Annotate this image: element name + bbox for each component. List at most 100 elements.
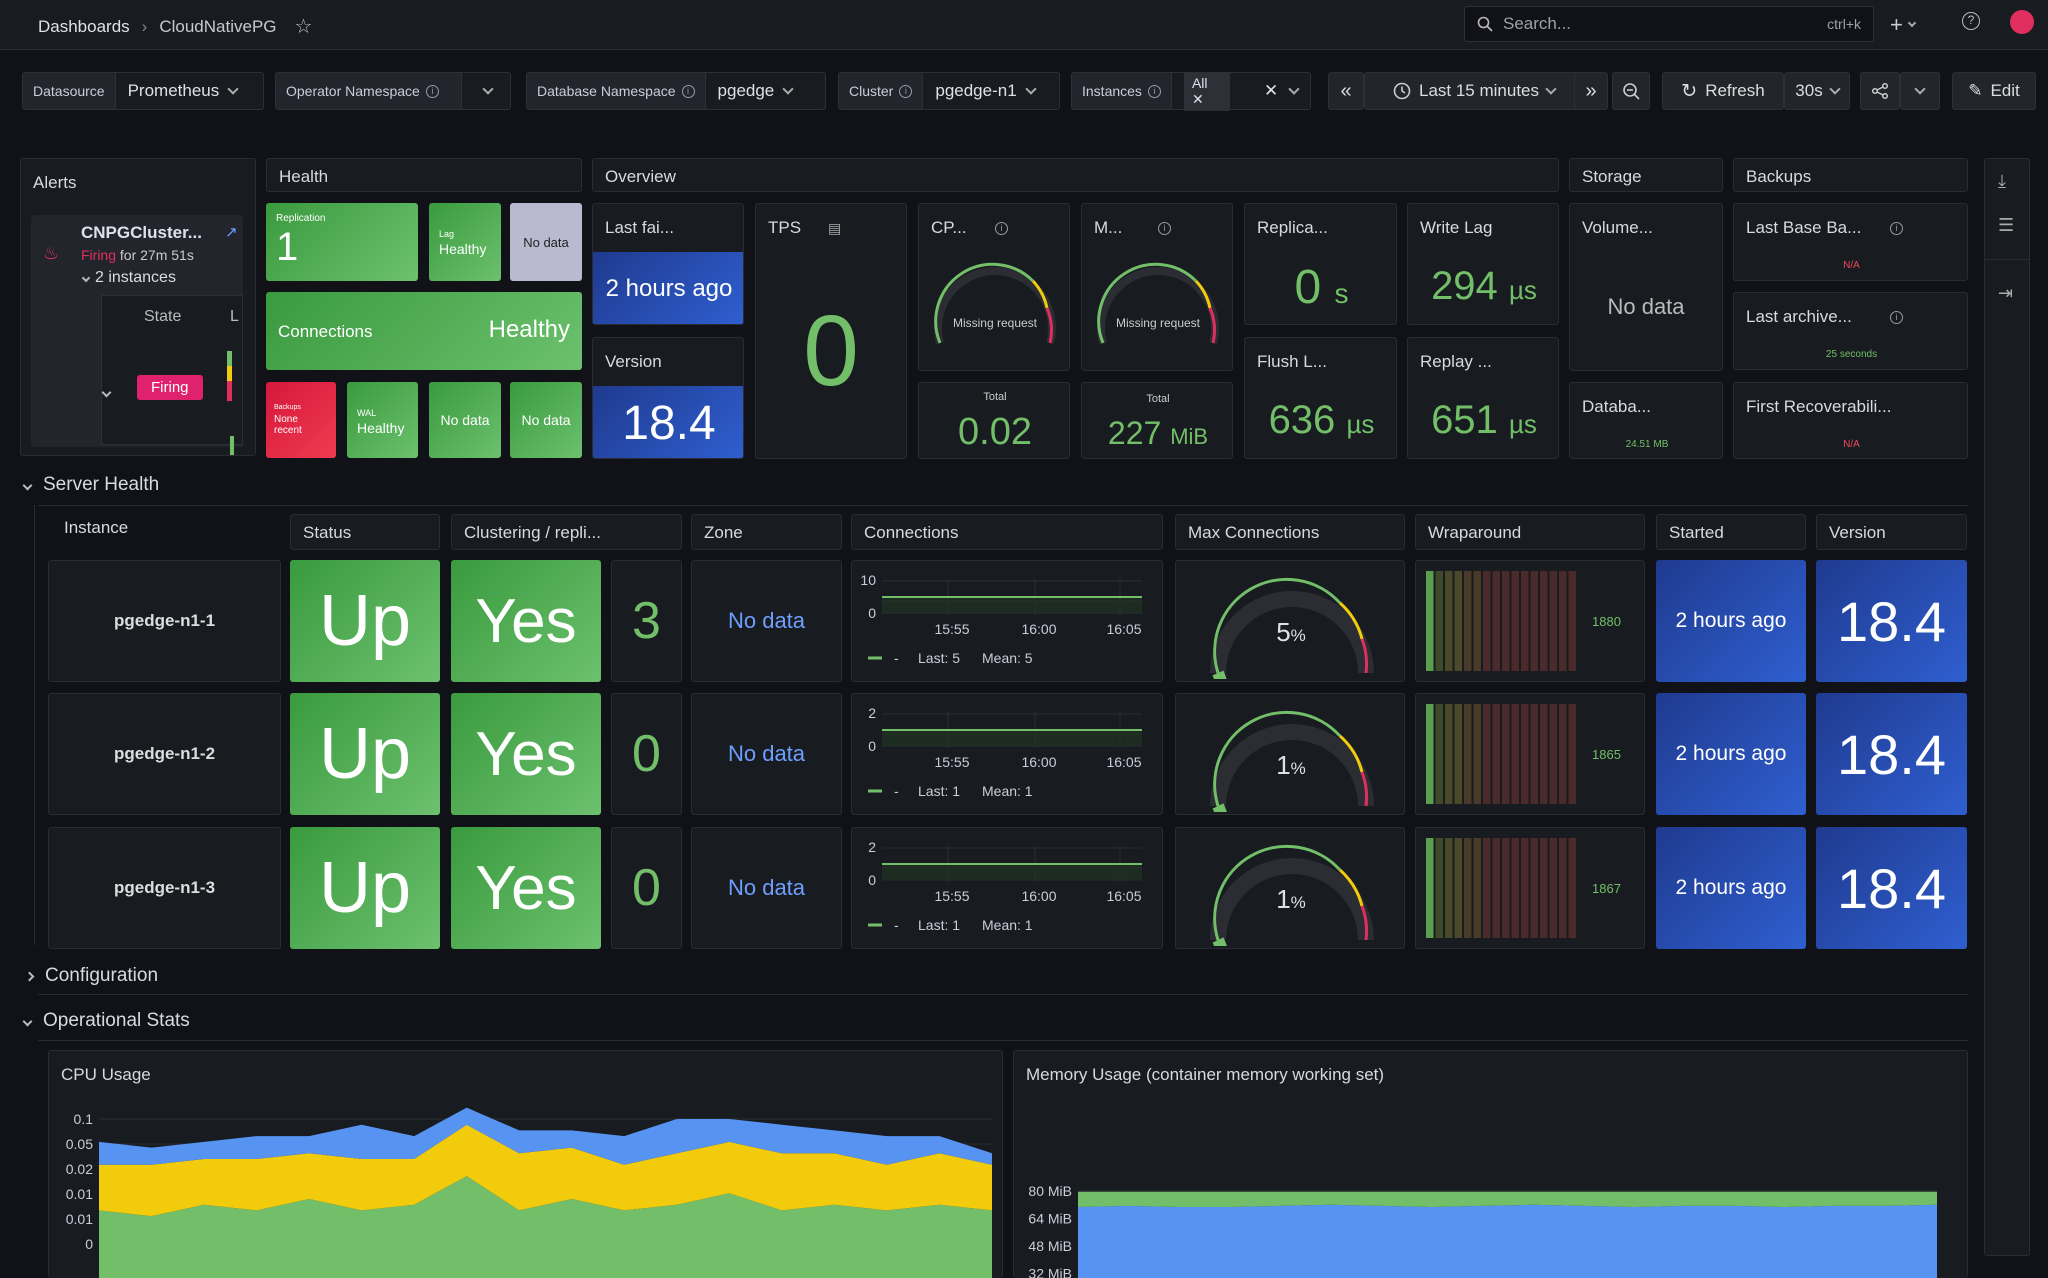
star-icon[interactable]: ☆ — [294, 16, 313, 38]
zoom-out-button[interactable] — [1612, 72, 1650, 110]
col-started: Started — [1656, 514, 1806, 550]
wraparound-bar — [1445, 571, 1453, 671]
instance-cell: pgedge-n1-2 — [48, 693, 281, 815]
info-icon[interactable]: i — [425, 84, 439, 98]
status-cell: Up — [290, 693, 440, 815]
share-menu-button[interactable] — [1900, 72, 1940, 110]
wraparound-bar — [1492, 704, 1500, 804]
last-base-backup-value: N/A — [1843, 260, 1860, 271]
breadcrumb-dashboards[interactable]: Dashboards — [38, 16, 130, 36]
wraparound-bar — [1464, 838, 1472, 938]
flush-lag-unit: µs — [1346, 409, 1375, 439]
write-lag-unit: µs — [1508, 275, 1537, 305]
info-icon[interactable]: i — [1158, 222, 1171, 235]
info-icon[interactable]: i — [1147, 84, 1161, 98]
y-tick-label: 80 MiB — [1028, 1183, 1072, 1199]
database-namespace-value: pgedge — [717, 81, 775, 100]
dock-icon[interactable]: ⇥ — [1998, 283, 2014, 303]
server-health-row[interactable]: Server Health — [22, 474, 159, 496]
database-namespace-variable[interactable]: Database Namespace i pgedge — [526, 72, 826, 110]
instances-variable[interactable]: Instances i All ✕ ✕ — [1071, 71, 1311, 111]
help-icon[interactable]: ? — [1962, 12, 1980, 30]
memory-total-stat: Total 227 MiB — [1081, 382, 1233, 459]
connections-cell: 2 0 15:55 16:00 16:05 - Last: 1 Mean: 1 — [851, 827, 1163, 949]
replica-count-value: 0 — [632, 859, 661, 917]
instances-toggle[interactable]: 2 instances — [81, 269, 176, 287]
storage-header: Storage — [1569, 158, 1723, 192]
avatar[interactable] — [2010, 10, 2034, 34]
memory-total-unit: MiB — [1170, 424, 1209, 449]
wraparound-cell: 1880 — [1415, 560, 1645, 682]
gauge-fill — [1212, 670, 1227, 679]
info-icon[interactable]: i — [1890, 311, 1903, 324]
clear-icon[interactable]: ✕ — [1263, 81, 1279, 100]
external-link-icon[interactable]: ↗ — [225, 224, 238, 241]
connections-label: Connections — [278, 322, 373, 341]
operator-namespace-label: Operator Namespace — [286, 83, 420, 99]
info-icon[interactable]: i — [681, 84, 695, 98]
conn-ymax: 2 — [868, 839, 876, 855]
zone-value: No data — [727, 608, 806, 633]
wraparound-bar — [1521, 838, 1529, 938]
cluster-variable[interactable]: Cluster i pgedge-n1 — [838, 72, 1060, 110]
info-icon[interactable]: i — [1890, 222, 1903, 235]
wraparound-bar — [1559, 704, 1567, 804]
replication-value: 1 — [276, 225, 299, 269]
configuration-row[interactable]: Configuration — [24, 965, 159, 987]
download-icon[interactable]: ⤓ — [1998, 171, 2006, 191]
instances-chip[interactable]: All ✕ — [1183, 71, 1230, 111]
add-button[interactable]: + — [1890, 12, 1917, 38]
instances-value: All — [1191, 74, 1208, 91]
write-lag-stat: Write Lag 294 µs — [1407, 203, 1559, 325]
version-cell: 18.4 — [1816, 827, 1967, 949]
wraparound-bar — [1559, 571, 1567, 671]
outline-icon[interactable]: ☰ — [1998, 215, 2015, 235]
info-panel-icon[interactable]: ▤ — [828, 220, 842, 236]
alerts-panel: Alerts ♨ CNPGCluster... ↗ Firing for 27m… — [20, 158, 256, 456]
operational-stats-title: Operational Stats — [43, 1010, 190, 1031]
alert-duration: for 27m 51s — [119, 247, 194, 263]
search-shortcut: ctrl+k — [1827, 16, 1861, 32]
time-forward-button[interactable]: » — [1574, 72, 1608, 110]
breadcrumb-current: CloudNativePG — [159, 16, 277, 36]
y-tick-label: 0.02 — [66, 1161, 93, 1177]
operator-namespace-variable[interactable]: Operator Namespace i — [275, 72, 511, 110]
database-size-value: 24.51 MB — [1625, 439, 1669, 450]
legend-mean: Mean: 1 — [982, 783, 1033, 799]
wraparound-bar — [1483, 571, 1491, 671]
overview-header: Overview — [592, 158, 1559, 192]
conn-ymax: 10 — [860, 572, 876, 588]
connections-chart: 10 0 15:55 16:00 16:05 - Last: 5 Mean: 5 — [860, 572, 1142, 666]
version-stat: Version 18.4 — [592, 337, 744, 459]
version-cell-value: 18.4 — [1837, 589, 1946, 653]
wraparound-bar — [1454, 704, 1462, 804]
wraparound-bar-gauge — [1426, 571, 1576, 671]
info-icon[interactable]: i — [899, 84, 913, 98]
memory-total-label: Total — [1146, 393, 1170, 405]
y-tick-label: 32 MiB — [1028, 1266, 1072, 1278]
search-input[interactable]: Search... ctrl+k — [1464, 6, 1874, 42]
nodata-text: No data — [523, 234, 569, 250]
refresh-interval-picker[interactable]: 30s — [1784, 72, 1850, 110]
breadcrumb-separator: › — [141, 16, 148, 36]
refresh-button[interactable]: ↻ Refresh — [1662, 72, 1784, 110]
edit-button[interactable]: ✎ Edit — [1952, 72, 2036, 110]
share-button[interactable] — [1860, 72, 1900, 110]
time-back-button[interactable]: « — [1328, 72, 1364, 110]
cpu-total-stat: Total 0.02 — [918, 382, 1070, 459]
alert-rule[interactable]: ♨ CNPGCluster... ↗ Firing for 27m 51s 2 … — [31, 215, 243, 455]
time-range-picker[interactable]: Last 15 minutes — [1364, 72, 1584, 110]
info-icon[interactable]: i — [995, 222, 1008, 235]
lag-value: Healthy — [439, 241, 487, 257]
operational-stats-row[interactable]: Operational Stats — [22, 1010, 190, 1032]
replica-lag-label: Replica... — [1257, 218, 1328, 237]
datasource-variable[interactable]: Datasource Prometheus — [22, 72, 264, 110]
configuration-title: Configuration — [45, 965, 159, 986]
wraparound-bar — [1530, 704, 1538, 804]
wraparound-bar — [1559, 838, 1567, 938]
instance-name: pgedge-n1-1 — [113, 611, 216, 630]
alert-name[interactable]: CNPGCluster... — [81, 223, 202, 242]
expand-row-icon[interactable] — [101, 383, 112, 401]
replica-count-value: 3 — [632, 592, 661, 650]
